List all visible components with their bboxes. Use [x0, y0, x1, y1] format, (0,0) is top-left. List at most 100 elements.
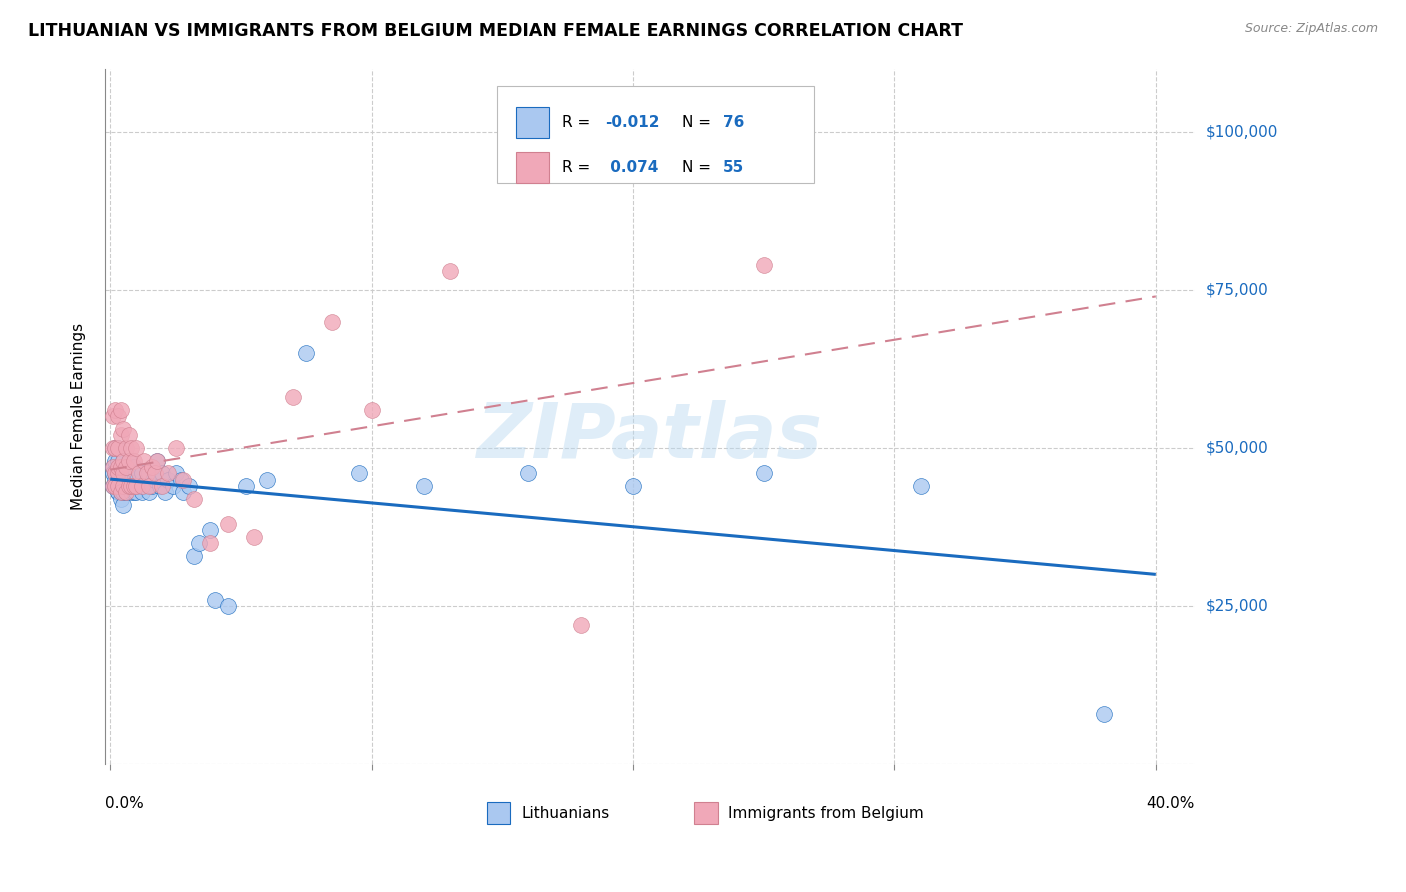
Point: [122, 454, 145, 468]
Point: [112, 498, 135, 512]
Point: [117, 428, 139, 442]
Point: [117, 473, 139, 487]
Point: [183, 491, 205, 506]
FancyBboxPatch shape: [486, 802, 510, 824]
Text: 0.074: 0.074: [606, 161, 658, 175]
Point: [110, 485, 132, 500]
Point: [125, 441, 148, 455]
Point: [117, 454, 139, 468]
Point: [141, 460, 163, 475]
Point: [146, 454, 169, 468]
Point: [138, 479, 160, 493]
Point: [752, 258, 775, 272]
Point: [112, 460, 135, 475]
Point: [517, 467, 540, 481]
Point: [138, 467, 160, 481]
Point: [107, 479, 129, 493]
Point: [110, 479, 132, 493]
Point: [120, 479, 142, 493]
Text: Source: ZipAtlas.com: Source: ZipAtlas.com: [1244, 22, 1378, 36]
Point: [143, 473, 166, 487]
Point: [101, 479, 124, 493]
Text: R =: R =: [562, 161, 595, 175]
Point: [152, 467, 174, 481]
Point: [569, 618, 592, 632]
Point: [120, 485, 142, 500]
Point: [107, 467, 129, 481]
Point: [101, 479, 124, 493]
Point: [125, 479, 148, 493]
Point: [112, 454, 135, 468]
Point: [135, 467, 157, 481]
Point: [104, 467, 127, 481]
Point: [910, 479, 932, 493]
Point: [101, 460, 124, 475]
Point: [104, 403, 127, 417]
Text: 76: 76: [723, 115, 744, 130]
Text: LITHUANIAN VS IMMIGRANTS FROM BELGIUM MEDIAN FEMALE EARNINGS CORRELATION CHART: LITHUANIAN VS IMMIGRANTS FROM BELGIUM ME…: [28, 22, 963, 40]
Point: [104, 473, 127, 487]
Point: [110, 428, 132, 442]
Point: [112, 467, 135, 481]
Point: [138, 485, 160, 500]
Point: [153, 485, 176, 500]
Point: [115, 467, 138, 481]
Point: [198, 524, 221, 538]
Point: [101, 467, 124, 481]
Point: [188, 536, 211, 550]
Point: [135, 473, 157, 487]
Point: [243, 530, 266, 544]
Point: [107, 460, 129, 475]
Point: [120, 467, 142, 481]
Text: R =: R =: [562, 115, 595, 130]
Point: [104, 454, 127, 468]
Point: [128, 467, 150, 481]
Text: N =: N =: [682, 115, 716, 130]
Point: [172, 485, 194, 500]
Point: [122, 479, 145, 493]
Point: [217, 516, 239, 531]
Point: [110, 467, 132, 481]
Point: [112, 485, 135, 500]
Point: [104, 467, 127, 481]
Point: [321, 315, 343, 329]
Point: [256, 473, 278, 487]
Point: [134, 479, 156, 493]
Point: [112, 479, 135, 493]
Point: [122, 473, 145, 487]
FancyBboxPatch shape: [516, 107, 548, 138]
Point: [128, 479, 150, 493]
Point: [115, 485, 138, 500]
Point: [131, 479, 153, 493]
Text: $100,000: $100,000: [1206, 124, 1278, 139]
Point: [107, 485, 129, 500]
Point: [110, 460, 132, 475]
Point: [217, 599, 239, 614]
Point: [125, 485, 148, 500]
FancyBboxPatch shape: [693, 802, 717, 824]
Point: [152, 479, 174, 493]
Text: 55: 55: [723, 161, 744, 175]
Point: [141, 479, 163, 493]
Point: [198, 536, 221, 550]
Point: [101, 460, 124, 475]
Point: [131, 485, 153, 500]
Point: [110, 491, 132, 506]
Point: [112, 467, 135, 481]
Point: [117, 454, 139, 468]
Point: [107, 441, 129, 455]
Point: [110, 485, 132, 500]
Point: [117, 467, 139, 481]
Point: [439, 264, 461, 278]
Point: [235, 479, 257, 493]
Point: [177, 479, 200, 493]
Point: [156, 473, 179, 487]
Point: [107, 485, 129, 500]
Point: [112, 454, 135, 468]
Point: [107, 473, 129, 487]
Point: [107, 441, 129, 455]
Point: [347, 467, 370, 481]
Point: [122, 485, 145, 500]
Point: [117, 479, 139, 493]
Point: [110, 403, 132, 417]
